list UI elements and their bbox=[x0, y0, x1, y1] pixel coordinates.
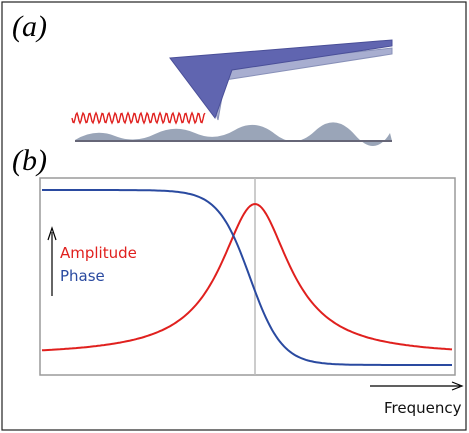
oscillation bbox=[71, 111, 206, 125]
plot-box bbox=[39, 177, 456, 376]
legend-phase: Phase bbox=[60, 267, 105, 285]
legend-amplitude: Amplitude bbox=[60, 244, 137, 262]
arrow-head bbox=[451, 381, 464, 391]
phase-curve bbox=[42, 189, 452, 366]
x-label: Frequency bbox=[384, 399, 462, 417]
panel-label: (a) bbox=[12, 10, 47, 43]
arrow-head bbox=[47, 226, 57, 241]
panel-label: (b) bbox=[12, 144, 47, 177]
amplitude-curve bbox=[41, 203, 453, 352]
cantilever bbox=[169, 39, 393, 120]
